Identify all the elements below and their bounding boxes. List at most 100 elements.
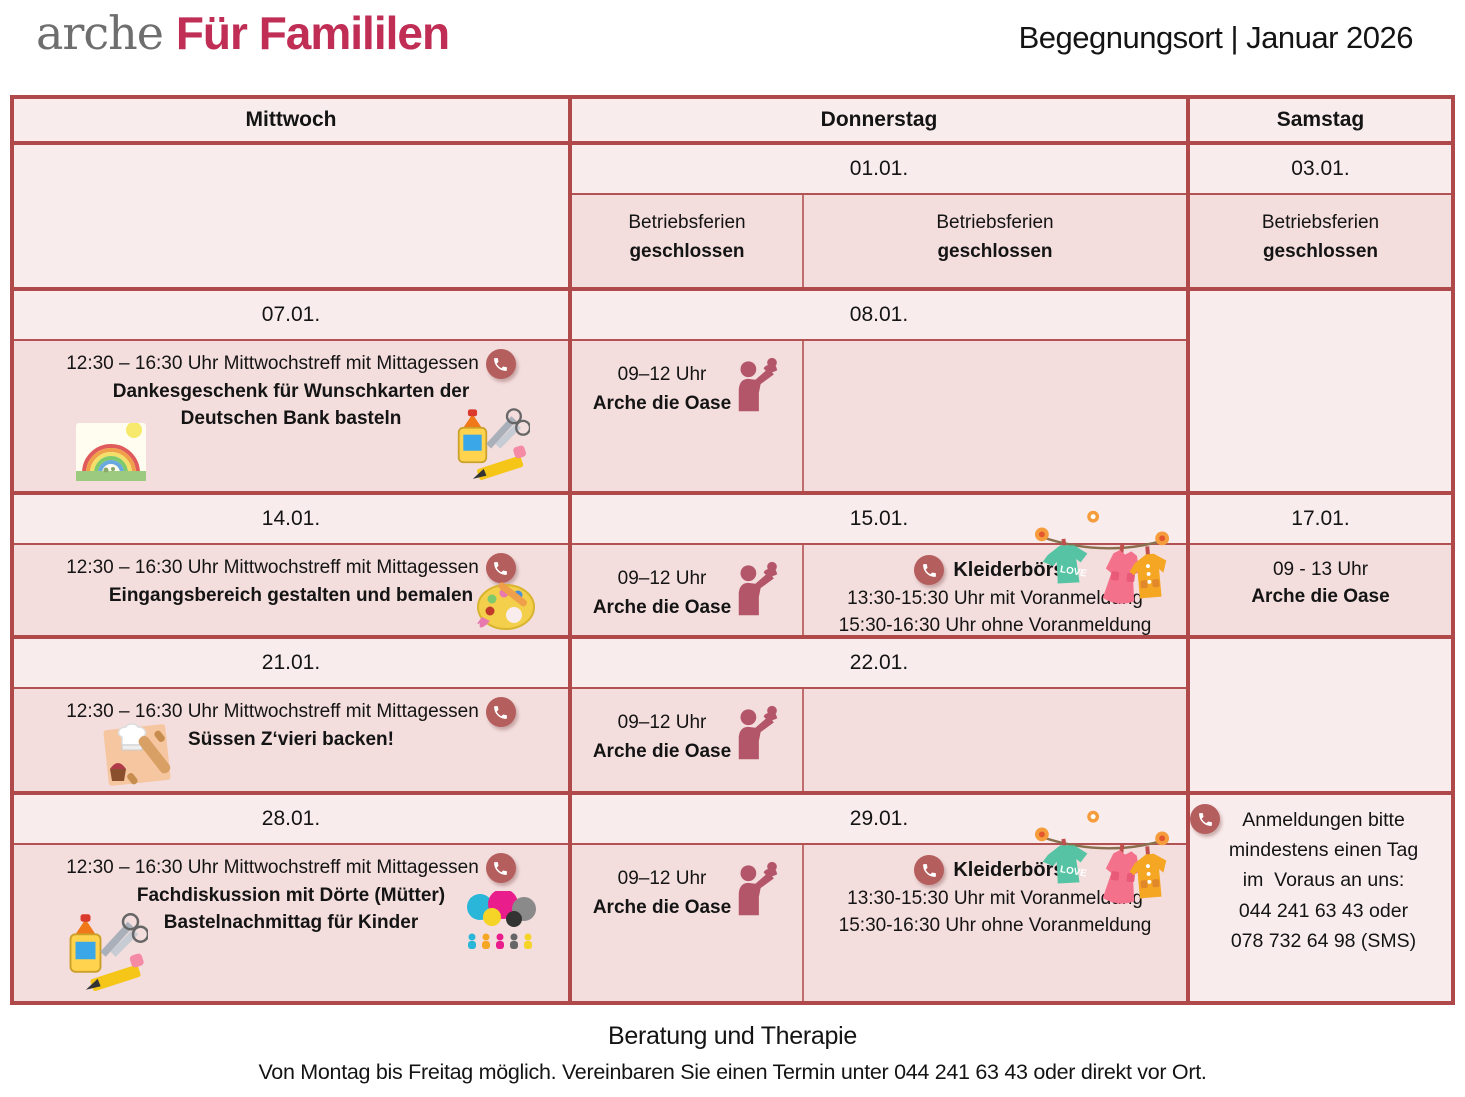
closed-line1: Betriebsferien <box>628 212 746 233</box>
samstag-block-empty-1 <box>1190 291 1451 495</box>
oase-saturday-cell: 09 - 13 Uhr Arche die Oase <box>1190 545 1451 635</box>
page-title: Begegnungsort | Januar 2026 <box>1018 20 1414 55</box>
closed-line2: geschlossen <box>1262 240 1379 262</box>
day-header-donnerstag: Donnerstag <box>572 99 1186 145</box>
phone-icon <box>485 853 516 883</box>
kleiderboerse-title-line: Kleiderbörse <box>804 555 1186 585</box>
empty-cell <box>804 689 1186 791</box>
closed-cell: Betriebsferien geschlossen <box>572 195 804 287</box>
oase-time: 09–12 Uhr <box>617 868 707 889</box>
oase-cell: 09–12 Uhr Arche die Oase <box>572 341 804 491</box>
arche-logo: arche Für Famililen <box>36 6 450 61</box>
date-cell: 21.01. <box>14 639 568 689</box>
note-line: im Voraus an uns: <box>1242 869 1405 892</box>
empty-cell <box>804 341 1186 491</box>
day-header-samstag: Samstag <box>1190 99 1451 145</box>
note-line: 078 732 64 98 (SMS) <box>1230 929 1417 952</box>
phone-icon <box>914 855 945 885</box>
event-cell-mittwochstreff: 12:30 – 16:30 Uhr Mittwochstreff mit Mit… <box>14 845 568 1001</box>
oase-time: 09–12 Uhr <box>617 364 707 385</box>
samstag-block-empty-2 <box>1190 639 1451 795</box>
event-time-line: 12:30 – 16:30 Uhr Mittwochstreff mit Mit… <box>14 853 568 883</box>
paint-palette-image <box>476 580 535 630</box>
event-title: Eingangsbereich gestalten und bemalen <box>108 585 474 606</box>
oase-time: 09 - 13 Uhr <box>1272 559 1369 580</box>
samstag-block-anmeldung: Anmeldungen bitte mindestens einen Tag i… <box>1190 795 1451 1001</box>
closed-line1: Betriebsferien <box>1261 212 1380 233</box>
donnerstag-block-2201: 22.01. 09–12 Uhr Arche die Oase <box>572 639 1186 795</box>
craft-supplies-image <box>438 407 530 483</box>
event-title: Dankesgeschenk für Wunschkarten der <box>112 381 470 402</box>
donnerstag-block-0801: 08.01. 09–12 Uhr Arche die Oase <box>572 291 1186 495</box>
phone-icon <box>485 349 516 379</box>
baking-image <box>102 723 174 787</box>
date-cell: 08.01. <box>572 291 1186 341</box>
logo-text-arche: arche <box>36 6 164 60</box>
phone-icon <box>1190 804 1220 834</box>
closed-cell: Betriebsferien geschlossen <box>804 195 1186 287</box>
closed-line1: Betriebsferien <box>936 212 1054 233</box>
samstag-block-1701: 17.01. 09 - 13 Uhr Arche die Oase <box>1190 495 1451 639</box>
phone-icon <box>485 553 516 583</box>
oase-cell: 09–12 Uhr Arche die Oase <box>572 689 804 791</box>
mittwoch-block-empty-1 <box>14 145 568 291</box>
oase-name: Arche die Oase <box>592 740 732 762</box>
event-title: Deutschen Bank basteln <box>180 407 402 429</box>
event-time-line: 12:30 – 16:30 Uhr Mittwochstreff mit Mit… <box>14 697 568 727</box>
discussion-image <box>467 891 536 949</box>
column-samstag: Samstag 03.01. Betriebsferien geschlosse… <box>1190 99 1451 1001</box>
date-cell: 14.01. <box>14 495 568 545</box>
event-cell-mittwochstreff: 12:30 – 16:30 Uhr Mittwochstreff mit Mit… <box>14 341 568 491</box>
calendar-table: Mittwoch 07.01. 12:30 – 16:30 Uhr Mittwo… <box>10 95 1455 1005</box>
empty-cell <box>1190 291 1451 491</box>
donnerstag-block-2901: 29.01. 09–12 Uhr Arche die Oase <box>572 795 1186 1001</box>
oase-time: 09–12 Uhr <box>617 712 707 733</box>
rainbow-image <box>76 423 146 481</box>
registration-note-cell: Anmeldungen bitte mindestens einen Tag i… <box>1190 795 1451 1001</box>
kleiderboerse-line1: 13:30-15:30 Uhr mit Voranmeldung <box>847 588 1143 609</box>
empty-cell <box>14 145 568 287</box>
logo-text-fuer-familien: Für Famililen <box>175 7 450 59</box>
craft-supplies-image <box>48 911 148 995</box>
parent-child-icon <box>738 861 778 916</box>
parent-child-icon <box>738 705 778 760</box>
event-time-line: 12:30 – 16:30 Uhr Mittwochstreff mit Mit… <box>14 553 568 583</box>
oase-name: Arche die Oase <box>592 392 732 414</box>
event-title: Süssen Z‘vieri backen! <box>188 729 394 750</box>
closed-line2: geschlossen <box>937 240 1053 262</box>
mittwoch-block-2101: 21.01. 12:30 – 16:30 Uhr Mittwochstreff … <box>14 639 568 795</box>
date-cell: 28.01. <box>14 795 568 845</box>
day-header-mittwoch: Mittwoch <box>14 99 568 145</box>
samstag-block-0301: 03.01. Betriebsferien geschlossen <box>1190 145 1451 291</box>
note-line: mindestens einen Tag <box>1228 839 1419 862</box>
date-cell: 07.01. <box>14 291 568 341</box>
note-line: Anmeldungen bitte <box>1242 809 1405 831</box>
closed-line2: geschlossen <box>629 240 745 262</box>
date-cell: 29.01. <box>572 795 1186 845</box>
footer-text: Von Montag bis Freitag möglich. Vereinba… <box>258 1060 1207 1084</box>
note-line: 044 241 63 43 oder <box>1238 899 1409 922</box>
mittwoch-block-1401: 14.01. 12:30 – 16:30 Uhr Mittwochstreff … <box>14 495 568 639</box>
clothesline-image <box>1034 809 1171 907</box>
clothesline-image <box>1034 509 1171 607</box>
page-footer: Beratung und Therapie Von Montag bis Fre… <box>0 1022 1465 1085</box>
date-cell: 22.01. <box>572 639 1186 689</box>
phone-icon <box>914 555 945 585</box>
mittwoch-block-2801: 28.01. 12:30 – 16:30 Uhr Mittwochstreff … <box>14 795 568 1001</box>
oase-time: 09–12 Uhr <box>617 568 707 589</box>
kleiderboerse-line2: 15:30-16:30 Uhr ohne Voranmeldung <box>838 614 1152 636</box>
event-cell-mittwochstreff: 12:30 – 16:30 Uhr Mittwochstreff mit Mit… <box>14 689 568 791</box>
kleiderboerse-title-line: Kleiderbörse <box>804 855 1186 885</box>
oase-name: Arche die Oase <box>592 596 732 618</box>
kleiderboerse-line1: 13:30-15:30 Uhr mit Voranmeldung <box>847 888 1143 909</box>
phone-icon <box>485 697 516 727</box>
event-time-line: 12:30 – 16:30 Uhr Mittwochstreff mit Mit… <box>14 349 568 379</box>
oase-name: Arche die Oase <box>1251 585 1390 607</box>
date-cell: 17.01. <box>1190 495 1451 545</box>
date-cell: 01.01. <box>572 145 1186 195</box>
event-cell-mittwochstreff: 12:30 – 16:30 Uhr Mittwochstreff mit Mit… <box>14 545 568 635</box>
oase-name: Arche die Oase <box>592 896 732 918</box>
closed-cell: Betriebsferien geschlossen <box>1190 195 1451 287</box>
event-title: Fachdiskussion mit Dörte (Mütter) <box>136 885 446 906</box>
date-cell: 15.01. <box>572 495 1186 545</box>
